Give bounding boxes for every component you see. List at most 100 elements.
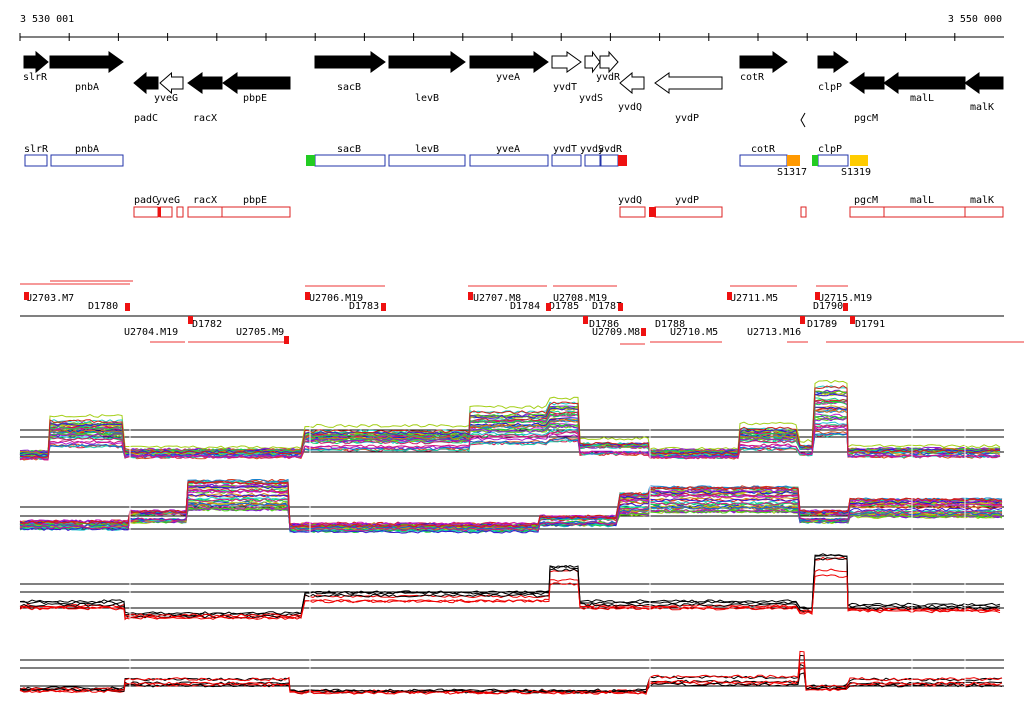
feature-mark: [468, 292, 473, 300]
red-fill: [158, 207, 161, 217]
expression-trace: [19, 498, 1003, 532]
feature-label: U2706.M19: [309, 293, 363, 304]
red-box: [883, 206, 966, 218]
feature-mark: [546, 303, 551, 311]
gene-label: clpP: [818, 82, 842, 93]
gene-label: slrR: [23, 72, 48, 83]
gene-label: yvdT: [553, 82, 577, 93]
signal-label: S1319: [841, 167, 871, 178]
feature-label: D1790: [813, 301, 843, 312]
blue-box-label: clpP: [818, 144, 842, 155]
blue-box-label: yveA: [496, 144, 520, 155]
red-box: [849, 206, 885, 218]
feature-mark: [843, 303, 848, 311]
expression-trace: [19, 650, 1003, 694]
red-box-label: pgcM: [854, 195, 878, 206]
expression-trace: [19, 553, 1001, 617]
gene-arrow: [849, 72, 885, 94]
feature-mark: [381, 303, 386, 311]
feature-label: U2704.M19: [124, 327, 178, 338]
gene-label: yvdR: [596, 72, 621, 83]
feature-mark: [583, 316, 588, 324]
gene-label: sacB: [337, 82, 361, 93]
expression-trace: [19, 424, 1001, 454]
gene-arrow: [187, 72, 223, 94]
gene-label: yvdQ: [618, 102, 642, 113]
gene-arrow: [599, 50, 619, 74]
expression-trace: [19, 401, 1001, 456]
red-box: [176, 206, 184, 218]
signal-mark: [618, 155, 627, 166]
feature-label: D1784: [510, 301, 540, 312]
signal-mark: [306, 155, 315, 166]
blue-box: [600, 154, 619, 167]
gene-arrow: [964, 72, 1004, 94]
blue-box: [817, 154, 849, 167]
feature-mark: [641, 328, 646, 336]
red-box: [221, 206, 291, 218]
expression-trace: [19, 556, 1000, 620]
red-box-label: yvdP: [675, 195, 699, 206]
signal-mark: [812, 155, 818, 166]
red-box: [654, 206, 723, 218]
red-box: [187, 206, 223, 218]
feature-label: D1786: [589, 319, 619, 330]
blue-box: [314, 154, 386, 167]
gene-arrow: [159, 71, 184, 95]
signal-label: S1317: [777, 167, 807, 178]
signal-mark: [850, 155, 868, 166]
expression-trace: [19, 423, 1001, 461]
expression-trace: [19, 557, 1001, 619]
feature-mark: [727, 292, 732, 300]
expression-trace: [19, 553, 1001, 615]
gene-label: yveA: [496, 72, 520, 83]
red-box-label: pbpE: [243, 195, 267, 206]
blue-box-label: levB: [415, 144, 439, 155]
expression-trace: [19, 654, 1003, 693]
feature-label: U2703.M7: [26, 293, 74, 304]
red-box: [159, 206, 173, 218]
feature-mark: [188, 316, 193, 324]
feature-label: D1780: [88, 301, 118, 312]
feature-label: D1791: [855, 319, 885, 330]
gene-arrow: [739, 51, 788, 73]
blue-box-label: pnbA: [75, 144, 99, 155]
feature-label: D1782: [192, 319, 222, 330]
feature-label: D1787: [592, 301, 622, 312]
red-box: [133, 206, 159, 218]
feature-mark: [24, 292, 29, 300]
gene-arrow: [314, 51, 386, 73]
feature-mark: [305, 292, 310, 300]
blue-box: [388, 154, 466, 167]
feature-label: U2711.M5: [730, 293, 778, 304]
blue-box: [50, 154, 124, 167]
gene-arrow: [584, 50, 601, 74]
expression-trace: [19, 568, 1001, 621]
gene-arrow: [23, 50, 49, 74]
gene-arrow: [388, 51, 466, 73]
feature-label: U2707.M8: [473, 293, 521, 304]
feature-label: U2713.M16: [747, 327, 801, 338]
red-box-label: yveG: [156, 195, 180, 206]
gene-label: malL: [910, 93, 934, 104]
red-fill: [649, 207, 656, 217]
feature-label: D1783: [349, 301, 379, 312]
red-box: [619, 206, 646, 218]
feature-label: U2708.M19: [553, 293, 607, 304]
gene-label: pnbA: [75, 82, 99, 93]
red-box-label: malL: [910, 195, 934, 206]
gene-label: pgcM: [854, 113, 878, 124]
red-box-label: racX: [193, 195, 217, 206]
red-box-label: padC: [134, 195, 158, 206]
ruler-start: 3 530 001: [20, 14, 74, 25]
gene-arrow: [133, 71, 159, 95]
feature-label: D1788: [655, 319, 685, 330]
feature-mark: [850, 316, 855, 324]
gene-arrow: [222, 72, 291, 94]
gene-label: levB: [415, 93, 439, 104]
expression-trace: [19, 662, 1003, 695]
blue-box: [739, 154, 788, 167]
gene-label: cotR: [740, 72, 765, 83]
feature-label: D1789: [807, 319, 837, 330]
